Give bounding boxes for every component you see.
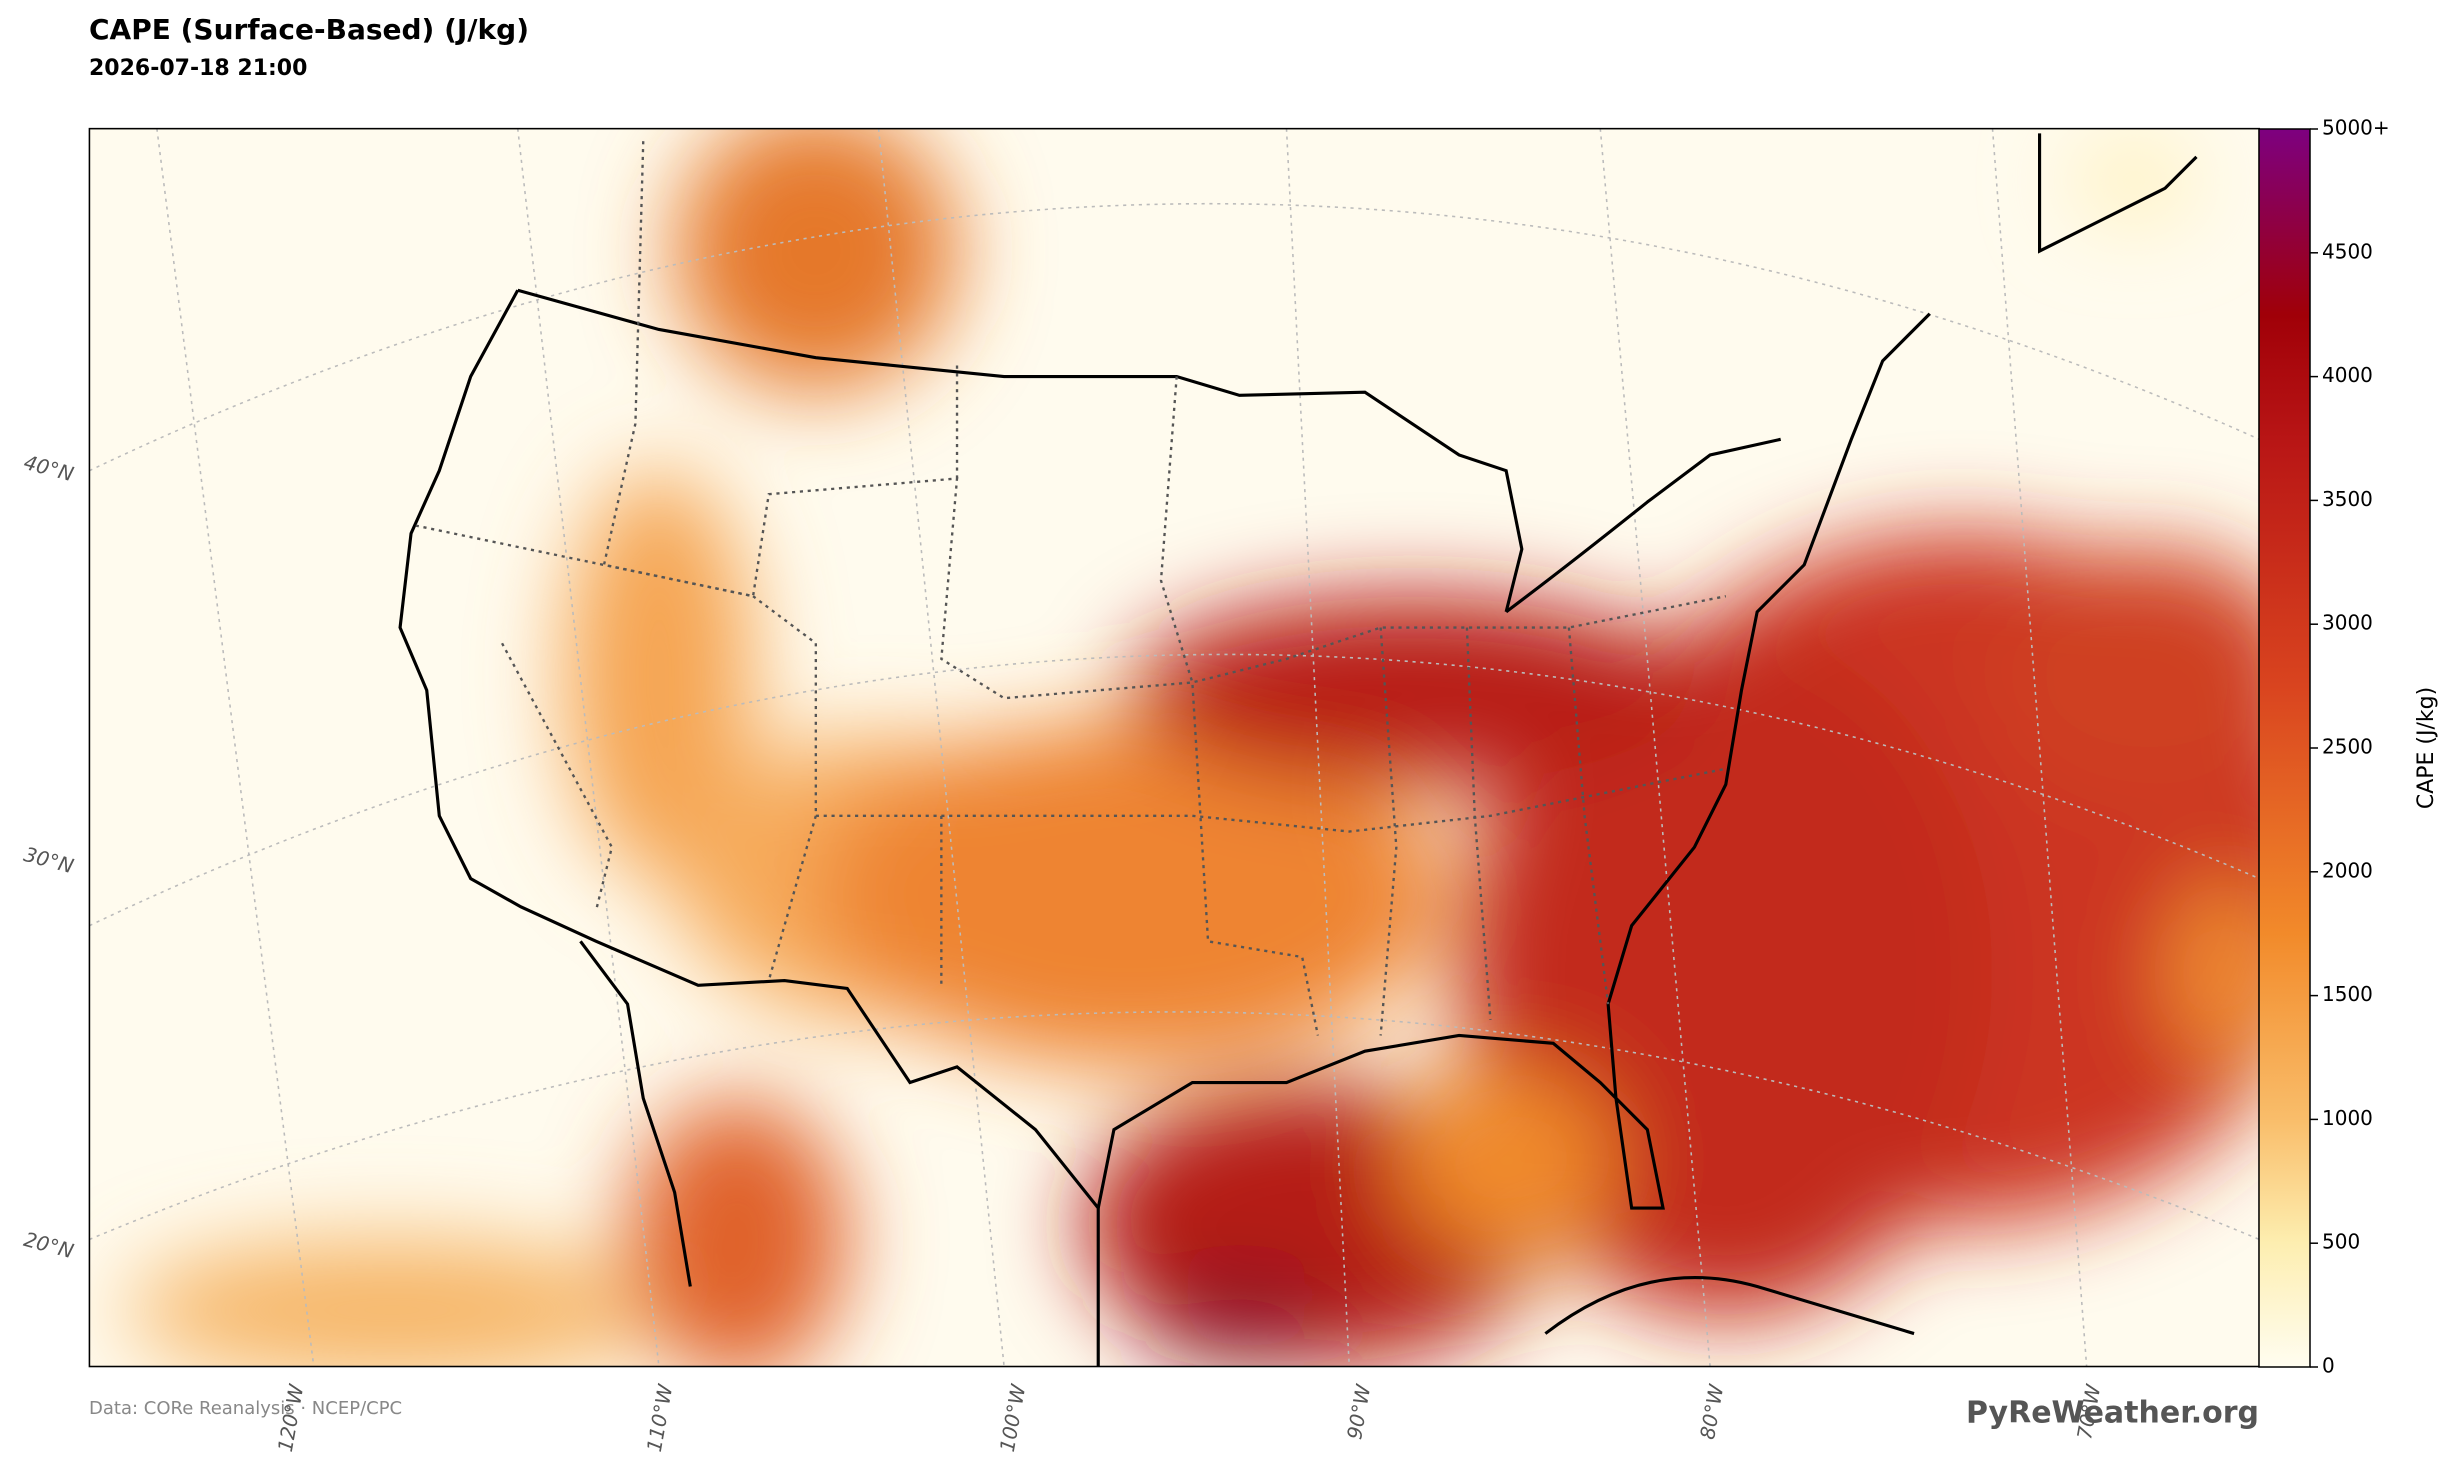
lon-label: 110°W <box>642 1381 678 1453</box>
coastlines <box>398 133 2198 1367</box>
state-borders <box>415 141 1727 1036</box>
title: CAPE (Surface-Based) (J/kg) <box>89 13 529 46</box>
subtitle: 2026-07-18 21:00 <box>89 56 307 81</box>
colorbar-tick-label: 0 <box>2322 1354 2335 1378</box>
colorbar-tick-label: 3000 <box>2322 611 2373 635</box>
lon-label: 80°W <box>1695 1381 1728 1441</box>
lon-label: 70°W <box>2072 1381 2105 1441</box>
colorbar-tick-label: 1000 <box>2322 1106 2373 1130</box>
colorbar-tick-label: 3500 <box>2322 487 2373 511</box>
graticule <box>89 128 2260 1367</box>
lon-label: 100°W <box>995 1381 1031 1453</box>
colorbar-tick-label: 4000 <box>2322 363 2373 387</box>
colorbar-tick-label: 5000+ <box>2322 116 2390 140</box>
colorbar-tick-label: 4500 <box>2322 239 2373 263</box>
colorbar-tick-label: 1500 <box>2322 982 2373 1006</box>
lat-label: 20°N <box>21 1227 76 1263</box>
colorbar <box>2258 128 2311 1368</box>
lat-label: 30°N <box>21 842 76 878</box>
source: Data: CORe Reanalysis · NCEP/CPC <box>89 1398 402 1419</box>
colorbar-tick-label: 500 <box>2322 1230 2360 1254</box>
cape-field <box>125 128 2260 1367</box>
lat-label: 40°N <box>21 450 76 486</box>
colorbar-tick-label: 2500 <box>2322 735 2373 759</box>
watermark: PyReWeather.org <box>1966 1396 2259 1431</box>
map <box>88 127 2261 1368</box>
lon-label: 90°W <box>1342 1381 1375 1441</box>
colorbar-label: CAPE (J/kg) <box>2414 687 2439 809</box>
colorbar-tick-label: 2000 <box>2322 858 2373 882</box>
